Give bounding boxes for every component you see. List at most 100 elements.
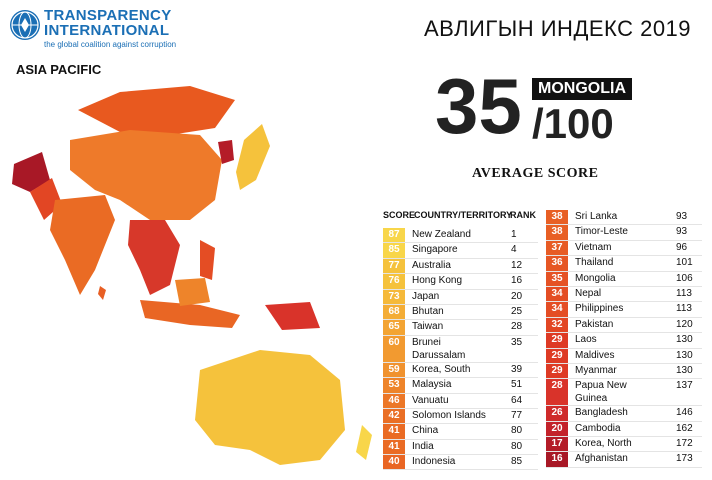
table-row: 38 Timor-Leste 93 (546, 225, 702, 241)
rank-cell: 137 (676, 380, 693, 392)
score-cell: 32 (546, 317, 568, 333)
rank-cell: 93 (676, 226, 688, 238)
country-name: Taiwan (412, 321, 444, 333)
score-cell: 34 (546, 286, 568, 302)
logo-tagline: the global coalition against corruption (44, 40, 177, 49)
logo-line1: TRANSPARENCY (44, 7, 172, 24)
map-region-philippines (200, 240, 215, 280)
score-cell: 20 (546, 421, 568, 437)
table-row: 53 Malaysia 51 (383, 378, 538, 394)
country-name: Brunei Darussalam (412, 336, 466, 361)
rank-cell: 25 (511, 305, 523, 317)
country-name: Australia (412, 259, 451, 271)
rank-cell: 12 (511, 259, 523, 271)
table-row: 29 Laos 130 (546, 333, 702, 349)
rank-cell: 20 (511, 290, 523, 302)
rank-cell: 1 (511, 229, 517, 240)
rank-cell: 64 (511, 394, 523, 406)
rank-cell: 85 (511, 456, 523, 468)
table-row: 65 Taiwan 28 (383, 320, 538, 336)
country-name: Papua New Guinea (575, 380, 627, 405)
country-name: Myanmar (575, 364, 617, 376)
country-name: Indonesia (412, 456, 456, 468)
table-row: 76 Hong Kong 16 (383, 274, 538, 290)
page-title: АВЛИГЫН ИНДЕКС 2019 (424, 16, 692, 41)
map-region-australia (195, 350, 345, 465)
rank-cell: 172 (676, 438, 693, 450)
score-cell: 42 (383, 408, 405, 424)
region-label: ASIA PACIFIC (16, 62, 102, 77)
score-cell: 85 (383, 243, 405, 258)
map-region-new-zealand (356, 425, 372, 460)
rank-cell: 96 (676, 241, 688, 253)
rank-cell: 77 (511, 409, 523, 421)
transparency-international-logo: TRANSPARENCY INTERNATIONAL the global co… (10, 7, 180, 49)
map-region-png (265, 302, 320, 330)
score-cell: 29 (546, 363, 568, 379)
score-cell: 35 (546, 271, 568, 286)
map-region-japan (236, 124, 270, 190)
country-name: Maldives (575, 349, 615, 361)
rank-cell: 35 (511, 336, 523, 348)
table-row: 77 Australia 12 (383, 258, 538, 275)
table-row: 32 Pakistan 120 (546, 317, 702, 334)
rank-cell: 51 (511, 379, 523, 391)
score-cell: 60 (383, 335, 405, 362)
rank-cell: 146 (676, 407, 693, 419)
table-row: 26 Bangladesh 146 (546, 406, 702, 422)
rank-cell: 106 (676, 272, 693, 284)
table-row: 73 Japan 20 (383, 289, 538, 305)
score-cell: 16 (546, 452, 568, 467)
map-region-afghanistan (12, 152, 50, 192)
table-row: 36 Thailand 101 (546, 256, 702, 272)
country-name: Philippines (575, 303, 624, 315)
score-cell: 41 (383, 439, 405, 455)
rank-cell: 130 (676, 334, 693, 346)
map-region-srilanka (98, 286, 106, 300)
rank-cell: 101 (676, 257, 693, 269)
country-name: Mongolia (575, 272, 616, 284)
rank-cell: 28 (511, 321, 523, 333)
country-name: Hong Kong (412, 275, 463, 287)
highlight-out-of: /100 (532, 100, 614, 147)
asia-pacific-map (12, 86, 372, 465)
table-row: 85 Singapore 4 (383, 243, 538, 259)
map-region-india (50, 195, 115, 295)
rank-cell: 162 (676, 422, 693, 434)
map-region-china (70, 130, 222, 220)
score-cell: 46 (383, 393, 405, 408)
table-row: 37 Vietnam 96 (546, 240, 702, 257)
table-row: 60 Brunei Darussalam 35 (383, 335, 538, 363)
header-country: COUNTRY/TERRITORY (414, 210, 513, 220)
rank-cell: 173 (676, 453, 693, 465)
score-cell: 73 (383, 289, 405, 304)
score-table-left: 87 New Zealand 1 85 Singapore 4 77 Australia 12 7… (383, 228, 538, 471)
score-cell: 37 (546, 240, 568, 256)
table-row: 29 Myanmar 130 (546, 363, 702, 380)
rank-cell: 4 (511, 244, 517, 256)
country-name: Korea, South (412, 363, 471, 375)
score-cell: 65 (383, 320, 405, 335)
country-name: Bangladesh (575, 407, 628, 419)
table-row: 46 Vanuatu 64 (383, 393, 538, 409)
table-row: 29 Maldives 130 (546, 348, 702, 364)
country-name: Solomon Islands (412, 409, 486, 421)
country-name: Vietnam (575, 241, 612, 253)
rank-cell: 39 (511, 363, 523, 375)
score-cell: 29 (546, 348, 568, 363)
table-row: 40 Indonesia 85 (383, 455, 538, 471)
score-cell: 34 (546, 302, 568, 317)
country-name: Nepal (575, 287, 602, 299)
map-region-indonesia (140, 300, 240, 328)
country-name: Cambodia (575, 422, 621, 434)
header-score: SCORE (383, 210, 416, 220)
score-cell: 76 (383, 274, 405, 289)
rank-cell: 80 (511, 440, 523, 452)
rank-cell: 113 (676, 303, 692, 315)
table-row: 28 Papua New Guinea 137 (546, 379, 702, 407)
table-row: 34 Philippines 113 (546, 302, 702, 318)
globe-icon (10, 10, 40, 40)
score-cell: 41 (383, 424, 405, 439)
table-row: 68 Bhutan 25 (383, 304, 538, 321)
country-name: Japan (412, 290, 440, 302)
